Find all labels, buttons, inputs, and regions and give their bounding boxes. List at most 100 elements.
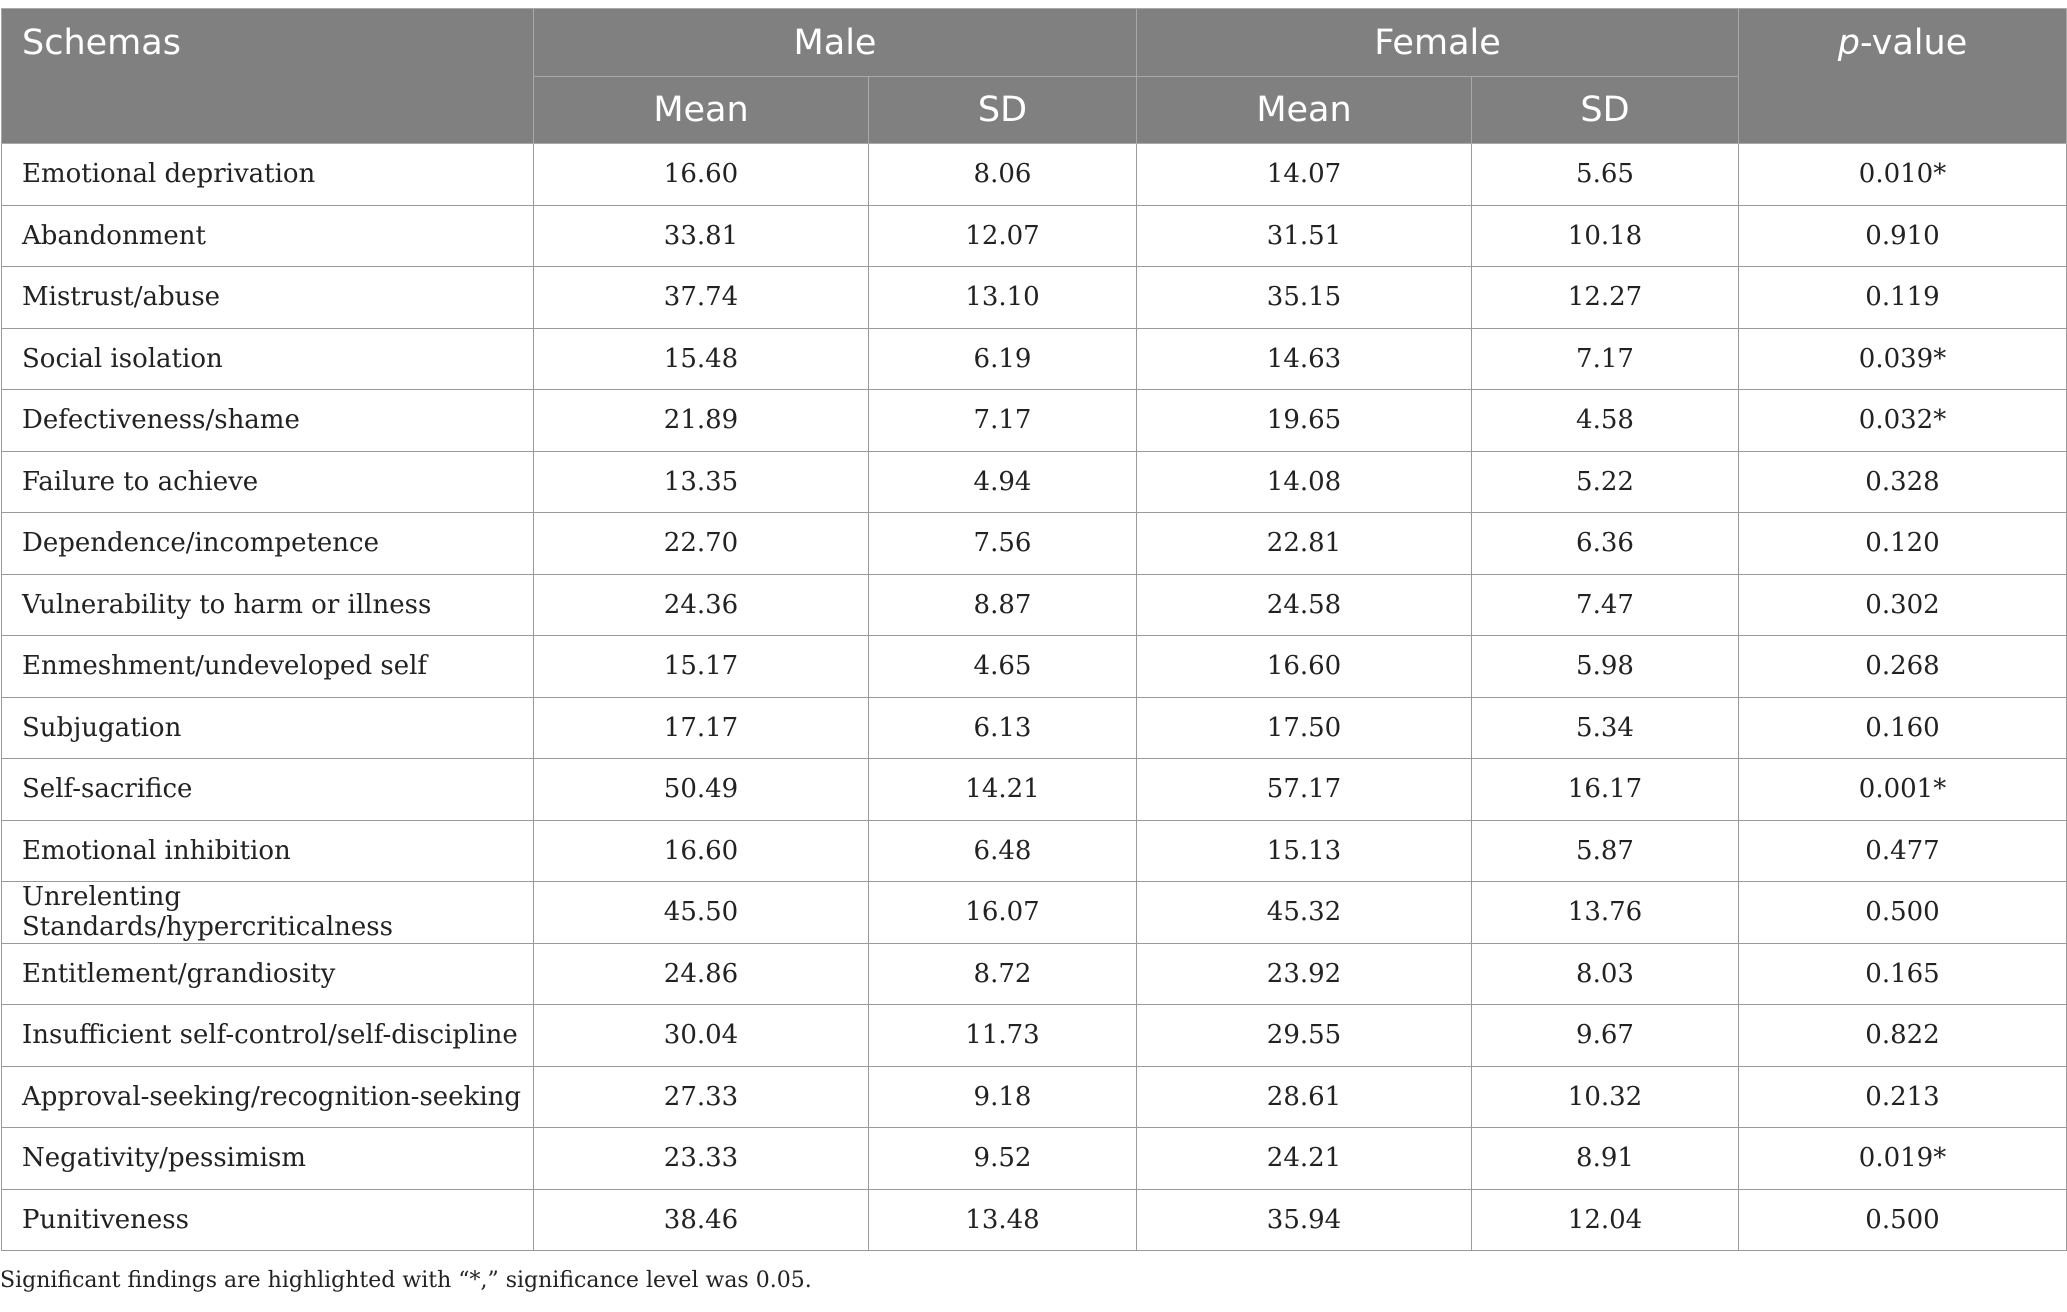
table-row: Self-sacrifice 50.49 14.21 57.17 16.17 0.001* bbox=[1, 758, 2067, 821]
female-sd-cell: 8.91 bbox=[1471, 1127, 1739, 1190]
table-row: Approval-seeking/recognition-seeking 27.3… bbox=[1, 1065, 2067, 1128]
header-p-italic: p bbox=[1837, 23, 1860, 63]
female-sd-cell: 5.65 bbox=[1471, 143, 1739, 206]
female-sd-cell: 7.47 bbox=[1471, 573, 1739, 636]
male-mean-cell: 30.04 bbox=[533, 1004, 869, 1067]
female-sd-cell: 13.76 bbox=[1471, 881, 1739, 944]
header-p-value: p-value bbox=[1738, 8, 2067, 144]
p-value-cell: 0.039* bbox=[1738, 327, 2067, 390]
schema-cell: Unrelenting Standards/hypercriticalness bbox=[1, 881, 534, 944]
female-mean-cell: 14.08 bbox=[1136, 450, 1472, 513]
male-mean-cell: 50.49 bbox=[533, 758, 869, 821]
female-mean-cell: 24.58 bbox=[1136, 573, 1472, 636]
female-sd-cell: 12.04 bbox=[1471, 1188, 1739, 1251]
schema-cell: Emotional inhibition bbox=[1, 819, 534, 882]
female-mean-cell: 19.65 bbox=[1136, 389, 1472, 452]
p-value-cell: 0.165 bbox=[1738, 942, 2067, 1005]
header-male-mean: Mean bbox=[533, 76, 869, 144]
female-mean-cell: 22.81 bbox=[1136, 512, 1472, 575]
male-mean-cell: 17.17 bbox=[533, 696, 869, 759]
female-sd-cell: 8.03 bbox=[1471, 942, 1739, 1005]
female-mean-cell: 14.63 bbox=[1136, 327, 1472, 390]
male-mean-cell: 15.17 bbox=[533, 635, 869, 698]
p-value-cell: 0.477 bbox=[1738, 819, 2067, 882]
p-value-cell: 0.500 bbox=[1738, 881, 2067, 944]
p-value-cell: 0.328 bbox=[1738, 450, 2067, 513]
female-mean-cell: 29.55 bbox=[1136, 1004, 1472, 1067]
male-sd-cell: 9.52 bbox=[868, 1127, 1137, 1190]
p-value-cell: 0.160 bbox=[1738, 696, 2067, 759]
table-row: Vulnerability to harm or illness 24.36 8.8… bbox=[1, 573, 2067, 636]
schema-cell: Approval-seeking/recognition-seeking bbox=[1, 1065, 534, 1128]
table-footnote: Significant findings are highlighted wit… bbox=[0, 1268, 812, 1293]
table-row: Emotional inhibition 16.60 6.48 15.13 5.87 0.… bbox=[1, 819, 2067, 882]
p-value-cell: 0.910 bbox=[1738, 204, 2067, 267]
schema-cell: Enmeshment/undeveloped self bbox=[1, 635, 534, 698]
table-row: Mistrust/abuse 37.74 13.10 35.15 12.27 0.119 bbox=[1, 266, 2067, 329]
header-male: Male bbox=[533, 8, 1137, 77]
male-sd-cell: 13.10 bbox=[868, 266, 1137, 329]
p-value-cell: 0.019* bbox=[1738, 1127, 2067, 1190]
female-mean-cell: 17.50 bbox=[1136, 696, 1472, 759]
male-mean-cell: 27.33 bbox=[533, 1065, 869, 1128]
female-mean-cell: 14.07 bbox=[1136, 143, 1472, 206]
table-row: Social isolation 15.48 6.19 14.63 7.17 0.039* bbox=[1, 327, 2067, 390]
p-value-cell: 0.268 bbox=[1738, 635, 2067, 698]
table-body: Emotional deprivation 16.60 8.06 14.07 5.65 0… bbox=[1, 143, 2067, 1251]
female-sd-cell: 10.18 bbox=[1471, 204, 1739, 267]
male-mean-cell: 33.81 bbox=[533, 204, 869, 267]
header-schemas: Schemas bbox=[1, 8, 534, 144]
table-row: Insufficient self-control/self-disciplin… bbox=[1, 1004, 2067, 1067]
p-value-cell: 0.822 bbox=[1738, 1004, 2067, 1067]
p-value-cell: 0.500 bbox=[1738, 1188, 2067, 1251]
p-value-cell: 0.010* bbox=[1738, 143, 2067, 206]
schema-cell: Emotional deprivation bbox=[1, 143, 534, 206]
female-mean-cell: 45.32 bbox=[1136, 881, 1472, 944]
female-sd-cell: 9.67 bbox=[1471, 1004, 1739, 1067]
male-sd-cell: 6.13 bbox=[868, 696, 1137, 759]
male-sd-cell: 16.07 bbox=[868, 881, 1137, 944]
schema-cell: Insufficient self-control/self-disciplin… bbox=[1, 1004, 534, 1067]
female-sd-cell: 5.98 bbox=[1471, 635, 1739, 698]
header-male-sd: SD bbox=[868, 76, 1137, 144]
schema-cell: Dependence/incompetence bbox=[1, 512, 534, 575]
table-row: Subjugation 17.17 6.13 17.50 5.34 0.160 bbox=[1, 696, 2067, 759]
male-mean-cell: 37.74 bbox=[533, 266, 869, 329]
table-row: Unrelenting Standards/hypercriticalness 4… bbox=[1, 881, 2067, 944]
schema-cell: Mistrust/abuse bbox=[1, 266, 534, 329]
male-sd-cell: 12.07 bbox=[868, 204, 1137, 267]
female-sd-cell: 5.87 bbox=[1471, 819, 1739, 882]
table-row: Dependence/incompetence 22.70 7.56 22.81 6.3… bbox=[1, 512, 2067, 575]
p-value-cell: 0.001* bbox=[1738, 758, 2067, 821]
male-sd-cell: 6.48 bbox=[868, 819, 1137, 882]
schema-cell: Punitiveness bbox=[1, 1188, 534, 1251]
table-row: Emotional deprivation 16.60 8.06 14.07 5.65 0… bbox=[1, 143, 2067, 206]
schema-cell: Negativity/pessimism bbox=[1, 1127, 534, 1190]
female-mean-cell: 35.15 bbox=[1136, 266, 1472, 329]
p-value-cell: 0.120 bbox=[1738, 512, 2067, 575]
female-mean-cell: 35.94 bbox=[1136, 1188, 1472, 1251]
table-row: Enmeshment/undeveloped self 15.17 4.65 16.6… bbox=[1, 635, 2067, 698]
male-sd-cell: 6.19 bbox=[868, 327, 1137, 390]
header-female-mean: Mean bbox=[1136, 76, 1472, 144]
table-row: Defectiveness/shame 21.89 7.17 19.65 4.58 0.0… bbox=[1, 389, 2067, 452]
male-mean-cell: 23.33 bbox=[533, 1127, 869, 1190]
male-mean-cell: 15.48 bbox=[533, 327, 869, 390]
female-sd-cell: 10.32 bbox=[1471, 1065, 1739, 1128]
schema-cell: Failure to achieve bbox=[1, 450, 534, 513]
female-sd-cell: 12.27 bbox=[1471, 266, 1739, 329]
p-value-cell: 0.032* bbox=[1738, 389, 2067, 452]
male-sd-cell: 13.48 bbox=[868, 1188, 1137, 1251]
schema-cell: Self-sacrifice bbox=[1, 758, 534, 821]
female-mean-cell: 16.60 bbox=[1136, 635, 1472, 698]
table-row: Failure to achieve 13.35 4.94 14.08 5.22 0.32… bbox=[1, 450, 2067, 513]
schema-cell: Subjugation bbox=[1, 696, 534, 759]
male-mean-cell: 13.35 bbox=[533, 450, 869, 513]
male-sd-cell: 8.72 bbox=[868, 942, 1137, 1005]
table-row: Entitlement/grandiosity 24.86 8.72 23.92 8.0… bbox=[1, 942, 2067, 1005]
table-row: Negativity/pessimism 23.33 9.52 24.21 8.91 0.… bbox=[1, 1127, 2067, 1190]
male-sd-cell: 7.56 bbox=[868, 512, 1137, 575]
male-mean-cell: 38.46 bbox=[533, 1188, 869, 1251]
male-sd-cell: 7.17 bbox=[868, 389, 1137, 452]
female-mean-cell: 15.13 bbox=[1136, 819, 1472, 882]
